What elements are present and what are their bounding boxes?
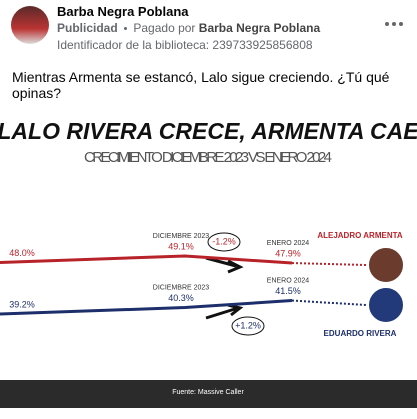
chart-subtitle: CRECIMIENTO DICIEMBRE 2023 VS ENERO 2024 (84, 149, 332, 166)
annotation-oval (207, 232, 241, 252)
series-line (0, 254, 293, 265)
avatar[interactable] (11, 6, 49, 44)
separator (124, 27, 128, 31)
legend-label: EDUARDO RIVERA (324, 329, 397, 338)
source: Fuente: Massive Caller (172, 389, 244, 396)
annotation: -1.2% (212, 236, 236, 246)
library-id: Identificador de la biblioteca: 23973392… (57, 38, 313, 52)
connector (291, 299, 367, 306)
value-label: 48.0% (9, 248, 35, 258)
author[interactable]: Barba Negra Poblana (57, 4, 189, 19)
photo-armenta (367, 246, 405, 284)
series-line (0, 299, 293, 316)
legend-label: ALEJADRO ARMENTA (317, 231, 403, 240)
paid-by-label: Pagado por (133, 21, 196, 35)
footer-bar (0, 380, 417, 408)
chart-title: LALO RIVERA CRECE, ARMENTA CAE (0, 118, 417, 144)
value-label: 49.1% (168, 241, 194, 251)
connector (291, 262, 367, 266)
value-label: 40.3% (168, 293, 194, 303)
post-text: Mientras Armenta se estancó, Lalo sigue … (12, 69, 390, 101)
sponsored: Publicidad (57, 21, 118, 35)
photo-rivera (367, 286, 405, 324)
arrow-up (205, 303, 244, 320)
category-label: ENERO 2024 (267, 240, 310, 247)
menu[interactable] (385, 22, 403, 26)
paid-by[interactable]: Barba Negra Poblana (198, 21, 321, 35)
chart-image: LALO RIVERA CRECE, ARMENTA CAE CRECIMIEN… (0, 118, 417, 408)
value-label: 47.9% (275, 248, 301, 258)
category-label: DICIEMBRE 2023 (153, 284, 210, 291)
annotation: +1.2% (235, 320, 261, 330)
arrow-down (205, 256, 244, 274)
value-label: 39.2% (9, 299, 35, 309)
annotation-oval (231, 316, 265, 336)
category-label: ENERO 2024 (267, 277, 310, 284)
category-label: DICIEMBRE 2023 (153, 233, 210, 240)
value-label: 41.5% (275, 286, 301, 296)
